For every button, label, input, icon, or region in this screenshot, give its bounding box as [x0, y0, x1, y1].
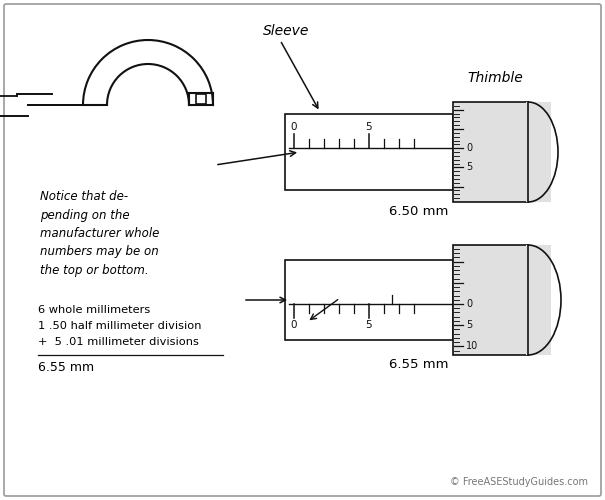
Text: 6.55 mm: 6.55 mm [389, 358, 449, 371]
Text: 1 .50 half millimeter division: 1 .50 half millimeter division [38, 321, 201, 331]
Text: 0: 0 [466, 299, 472, 309]
Bar [453, 245, 528, 355]
Text: Thimble: Thimble [467, 71, 523, 85]
Bar [526, 245, 551, 355]
Text: 5: 5 [466, 320, 473, 330]
Text: 0: 0 [291, 320, 297, 330]
Text: 6.55 mm: 6.55 mm [38, 361, 94, 374]
Text: Notice that de-
pending on the
manufacturer whole
numbers may be on
the top or b: Notice that de- pending on the manufactu… [40, 190, 159, 277]
Text: 5: 5 [466, 162, 473, 172]
Text: 0: 0 [466, 143, 472, 153]
FancyBboxPatch shape [4, 4, 601, 496]
Text: 6.50 mm: 6.50 mm [389, 205, 449, 218]
Text: Sleeve: Sleeve [263, 24, 309, 38]
Bar [285, 114, 453, 190]
Text: 5: 5 [365, 122, 372, 132]
Text: 0: 0 [291, 122, 297, 132]
Bar [285, 260, 453, 340]
Text: +  5 .01 millimeter divisions: + 5 .01 millimeter divisions [38, 337, 199, 347]
Polygon shape [196, 94, 206, 104]
Text: © FreeASEStudyGuides.com: © FreeASEStudyGuides.com [450, 477, 588, 487]
Bar [453, 102, 528, 202]
Text: 10: 10 [466, 342, 478, 351]
Bar [526, 102, 551, 202]
Text: 5: 5 [365, 320, 372, 330]
Text: 6 whole millimeters: 6 whole millimeters [38, 305, 150, 315]
